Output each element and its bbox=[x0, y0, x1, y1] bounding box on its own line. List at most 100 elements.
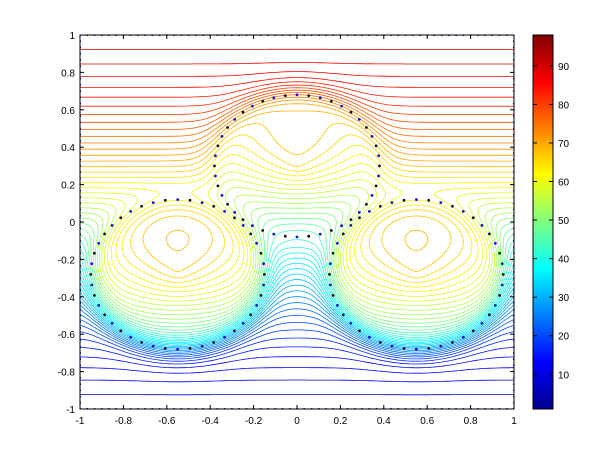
boundary-point-2-6 bbox=[241, 224, 245, 227]
contour-level-35 bbox=[80, 179, 514, 302]
boundary-point-1-15 bbox=[261, 99, 265, 103]
contour-level-37 bbox=[80, 163, 514, 293]
colorbar-tick-label: 10 bbox=[558, 370, 570, 381]
x-axis-ticks: -1 -0.8 -0.6 -0.4 -0.2 0 0.2 0.4 0.6 0.8 1 bbox=[76, 35, 517, 427]
boundary-point-1-11 bbox=[307, 94, 311, 97]
contour-level-45 bbox=[80, 96, 514, 144]
boundary-point-3-5 bbox=[488, 232, 491, 236]
boundary-point-2-25 bbox=[93, 294, 96, 297]
boundary-point-1-1 bbox=[378, 164, 381, 168]
contour-level-29 bbox=[80, 217, 514, 328]
boundary-point-1-16 bbox=[251, 104, 254, 108]
colorbar-ticks: 90 80 70 60 50 40 30 20 10 bbox=[533, 62, 570, 381]
boundary-point-2-43 bbox=[259, 294, 263, 297]
boundary-point-1-6 bbox=[357, 118, 361, 121]
boundary-point-3-19 bbox=[341, 232, 345, 236]
y-tick-label: 0.8 bbox=[61, 68, 75, 79]
boundary-point-1-31 bbox=[261, 229, 265, 232]
boundary-point-2-13 bbox=[163, 198, 167, 202]
contour-level-10 bbox=[80, 337, 514, 362]
contour-level-23 bbox=[80, 257, 514, 342]
contour-level-44 bbox=[80, 99, 514, 150]
x-tick-label: 0.2 bbox=[333, 416, 347, 427]
boundary-point-2-19 bbox=[103, 232, 106, 236]
contour-level-16 bbox=[80, 296, 514, 351]
contour-level-6 bbox=[80, 379, 514, 383]
y-tick-label: -0.6 bbox=[58, 330, 76, 341]
contour-level-43 bbox=[80, 103, 514, 156]
boundary-point-1-40 bbox=[357, 211, 361, 214]
boundary-point-3-41 bbox=[488, 313, 491, 317]
boundary-point-1-32 bbox=[272, 232, 276, 236]
boundary-point-1-38 bbox=[340, 224, 343, 228]
boundary-point-3-22 bbox=[329, 262, 332, 266]
boundary-point-3-10 bbox=[439, 201, 443, 205]
contour-level-32 bbox=[80, 201, 514, 316]
boundary-point-1-9 bbox=[329, 99, 333, 103]
boundary-point-3-9 bbox=[451, 204, 454, 208]
y-tick-label: -0.8 bbox=[58, 368, 76, 379]
boundary-point-3-44 bbox=[500, 283, 504, 287]
x-tick-label: 0.6 bbox=[420, 416, 434, 427]
boundary-point-1-12 bbox=[295, 93, 299, 97]
boundary-point-2-1 bbox=[263, 273, 266, 276]
boundary-point-1-22 bbox=[214, 154, 217, 158]
boundary-point-3-40 bbox=[480, 321, 484, 325]
boundary-point-2-28 bbox=[110, 321, 114, 325]
boundary-point-1-2 bbox=[377, 154, 380, 158]
boundary-point-3-24 bbox=[329, 283, 332, 287]
x-tick-label: -0.2 bbox=[245, 416, 263, 427]
boundary-point-1-10 bbox=[318, 96, 322, 100]
boundary-point-1-4 bbox=[370, 135, 374, 138]
boundary-point-1-35 bbox=[307, 234, 311, 238]
boundary-point-3-26 bbox=[336, 304, 339, 307]
boundary-point-2-14 bbox=[151, 201, 155, 205]
boundary-point-2-34 bbox=[176, 347, 180, 351]
boundary-point-1-14 bbox=[272, 96, 276, 100]
boundary-point-2-36 bbox=[200, 344, 204, 348]
boundary-point-1-33 bbox=[283, 234, 287, 238]
boundary-point-2-30 bbox=[129, 335, 133, 339]
contour-lines bbox=[80, 48, 514, 396]
boundary-point-1-27 bbox=[226, 202, 230, 206]
boundary-point-1-44 bbox=[377, 174, 380, 178]
boundary-point-3-8 bbox=[461, 210, 465, 213]
colorbar-tick-label: 20 bbox=[558, 332, 570, 343]
boundary-point-1-23 bbox=[213, 164, 216, 168]
boundary-point-3-11 bbox=[427, 198, 431, 202]
boundary-point-2-38 bbox=[223, 335, 227, 339]
boundary-point-2-8 bbox=[223, 210, 227, 213]
x-tick-label: -0.4 bbox=[202, 416, 220, 427]
boundary-point-2-24 bbox=[90, 283, 94, 287]
boundary-point-3-7 bbox=[471, 216, 475, 220]
boundary-point-1-34 bbox=[295, 235, 299, 239]
boundary-point-3-35 bbox=[427, 347, 431, 350]
contour-level-41 bbox=[80, 123, 514, 272]
contour-level-24 bbox=[80, 252, 514, 340]
boundary-point-3-39 bbox=[471, 329, 475, 333]
contour-level-8 bbox=[80, 356, 514, 369]
boundary-point-1-37 bbox=[329, 229, 333, 232]
contour-level-52 bbox=[80, 77, 514, 88]
boundary-point-3-2 bbox=[500, 262, 504, 266]
contour-level-31 bbox=[80, 207, 514, 320]
boundary-point-2-35 bbox=[188, 347, 192, 350]
x-tick-label: 0.4 bbox=[377, 416, 391, 427]
y-tick-label: -1 bbox=[66, 405, 75, 416]
y-tick-label: -0.2 bbox=[58, 255, 76, 266]
boundary-point-1-13 bbox=[283, 94, 287, 97]
boundary-point-1-17 bbox=[241, 110, 245, 114]
boundary-point-2-31 bbox=[140, 341, 144, 344]
boundary-point-1-7 bbox=[349, 110, 353, 114]
contour-level-46 bbox=[80, 94, 514, 137]
boundary-point-3-3 bbox=[498, 251, 501, 255]
boundary-point-1-42 bbox=[370, 194, 374, 197]
contour-level-34 bbox=[80, 187, 514, 307]
boundary-point-3-18 bbox=[349, 224, 353, 227]
contour-level-48 bbox=[80, 89, 514, 123]
boundary-point-3-42 bbox=[493, 304, 497, 307]
contour-level-36 bbox=[80, 171, 514, 297]
boundary-point-1-43 bbox=[374, 184, 378, 188]
boundary-point-3-21 bbox=[331, 251, 335, 255]
